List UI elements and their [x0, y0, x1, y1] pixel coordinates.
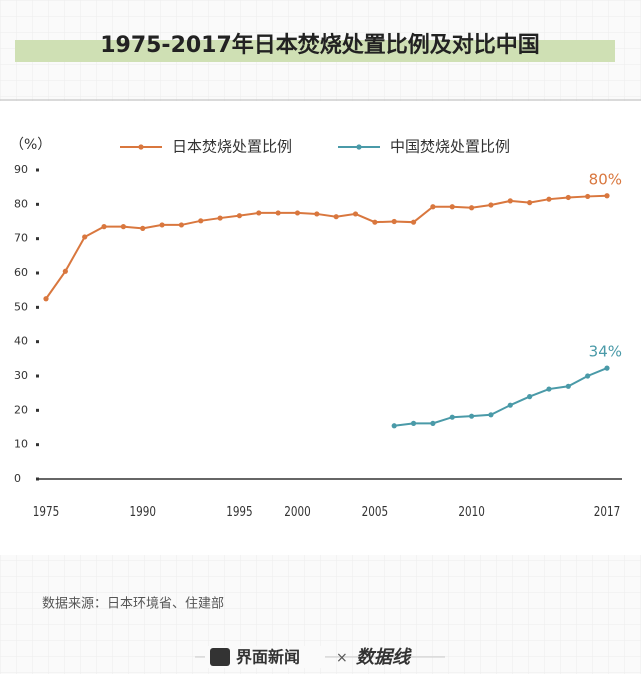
data-point	[391, 423, 397, 429]
data-point	[217, 215, 223, 221]
data-point	[468, 413, 475, 419]
y-tick-mark	[36, 443, 39, 447]
footer-partner: 数据线	[356, 647, 412, 668]
y-tick-label: 60	[14, 266, 28, 279]
y-tick-label: 70	[14, 232, 28, 245]
data-point	[391, 218, 397, 225]
legend-marker	[356, 144, 362, 150]
source: 数据来源：日本环境省、住建部	[42, 597, 224, 612]
x-tick-label: 2005	[362, 504, 388, 519]
y-tick-label: 80	[14, 197, 28, 210]
data-point	[488, 202, 494, 208]
data-point	[585, 373, 591, 379]
data-point	[527, 394, 533, 400]
data-point	[178, 222, 185, 228]
data-point	[468, 205, 475, 211]
data-point	[372, 219, 378, 225]
data-point	[565, 383, 571, 389]
data-point	[604, 365, 610, 371]
y-tick-mark	[36, 271, 39, 275]
legend-label: 日本焚烧处置比例	[172, 138, 292, 156]
data-point	[449, 204, 455, 210]
data-point	[101, 224, 107, 230]
data-point	[546, 386, 552, 392]
data-point	[140, 225, 146, 231]
y-tick-mark	[36, 408, 39, 412]
data-point	[507, 198, 513, 204]
data-point	[546, 196, 552, 202]
legend-marker	[138, 144, 144, 150]
data-point	[585, 193, 591, 200]
y-tick-mark	[36, 340, 39, 344]
data-point	[333, 214, 339, 220]
plot-panel	[0, 101, 641, 555]
data-point	[410, 420, 417, 426]
y-tick-mark	[36, 374, 39, 378]
data-point	[352, 211, 359, 217]
data-point	[604, 193, 610, 199]
x-tick-label: 2010	[458, 504, 484, 519]
data-point	[275, 210, 281, 216]
y-tick-mark	[36, 237, 39, 241]
y-tick-label: 30	[14, 369, 28, 382]
brand-icon	[210, 648, 230, 666]
data-point	[120, 224, 126, 230]
y-tick-mark	[36, 202, 39, 206]
data-point	[43, 296, 49, 302]
data-point	[198, 218, 204, 224]
y-tick-label: 20	[14, 403, 28, 416]
title-band	[15, 40, 615, 62]
y-axis-label: （%）	[10, 137, 51, 153]
data-point	[430, 420, 436, 426]
series-line	[45, 194, 608, 300]
x-tick-label: 1975	[33, 504, 59, 519]
data-point	[410, 219, 417, 225]
y-tick-label: 40	[14, 335, 28, 348]
y-tick-mark	[36, 477, 39, 481]
annotation: 34%	[589, 343, 622, 361]
y-tick-label: 10	[14, 438, 28, 451]
data-point	[256, 210, 262, 216]
footer-bg	[205, 646, 325, 668]
data-point	[82, 234, 88, 240]
y-tick-label: 0	[14, 472, 21, 485]
data-point	[488, 412, 494, 418]
y-tick-mark	[36, 305, 39, 309]
data-point	[527, 200, 533, 206]
y-tick-label: 90	[14, 163, 28, 176]
x-tick-label: 1990	[129, 504, 155, 519]
series-line	[394, 367, 608, 427]
y-tick-label: 50	[14, 300, 28, 313]
legend-label: 中国焚烧处置比例	[390, 138, 510, 156]
data-point	[159, 222, 165, 228]
data-point	[62, 268, 68, 274]
y-tick-mark	[36, 168, 39, 172]
data-point	[294, 210, 301, 216]
data-point	[507, 402, 513, 408]
chart-title: 1975-2017年日本焚烧处置比例及对比中国	[100, 32, 540, 58]
data-point	[449, 414, 455, 420]
data-point	[430, 204, 436, 210]
footer-brand: 界面新闻	[236, 648, 300, 667]
data-point	[314, 211, 320, 217]
data-point	[236, 213, 243, 219]
x-tick-label: 2017	[594, 504, 620, 519]
annotation: 80%	[589, 170, 622, 188]
x-tick-label: 2000	[284, 504, 310, 519]
x-tick-label: 1995	[226, 504, 252, 519]
footer-times: ×	[336, 650, 348, 666]
data-point	[565, 194, 571, 201]
